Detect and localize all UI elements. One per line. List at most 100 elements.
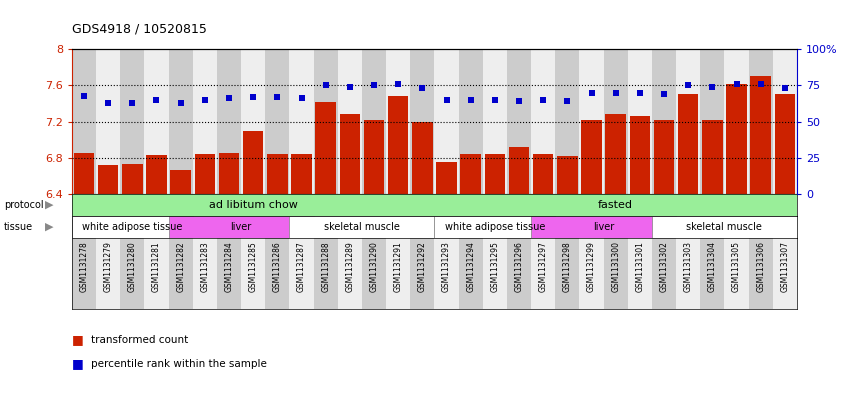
Text: GSM1131307: GSM1131307: [780, 241, 789, 292]
Point: [77, 92, 91, 99]
Point: [754, 81, 767, 87]
Bar: [217, 49, 241, 194]
Bar: [195, 154, 215, 194]
Bar: [628, 238, 652, 309]
Bar: [652, 49, 676, 194]
Bar: [676, 238, 700, 309]
Text: ■: ■: [72, 357, 84, 370]
Text: GSM1131297: GSM1131297: [539, 241, 547, 292]
Text: GSM1131299: GSM1131299: [587, 241, 596, 292]
Bar: [96, 49, 120, 194]
Bar: [122, 164, 143, 194]
Bar: [241, 49, 266, 194]
Point: [681, 82, 695, 88]
Bar: [483, 49, 507, 194]
Bar: [459, 49, 483, 194]
Text: white adipose tissue: white adipose tissue: [445, 222, 545, 232]
Bar: [145, 49, 168, 194]
Bar: [98, 165, 118, 194]
Text: GSM1131290: GSM1131290: [370, 241, 378, 292]
Bar: [146, 155, 167, 194]
Text: GSM1131293: GSM1131293: [442, 241, 451, 292]
Text: GSM1131285: GSM1131285: [249, 241, 258, 292]
Bar: [629, 116, 650, 194]
Point: [440, 97, 453, 103]
Bar: [678, 94, 699, 194]
Text: GSM1131294: GSM1131294: [466, 241, 475, 292]
Bar: [652, 238, 676, 309]
Text: GSM1131282: GSM1131282: [176, 241, 185, 292]
Bar: [459, 238, 483, 309]
Bar: [533, 154, 553, 194]
Text: GSM1131280: GSM1131280: [128, 241, 137, 292]
Text: GDS4918 / 10520815: GDS4918 / 10520815: [72, 22, 206, 35]
Text: GSM1131291: GSM1131291: [393, 241, 403, 292]
Bar: [724, 238, 749, 309]
Bar: [74, 153, 94, 194]
Bar: [219, 153, 239, 194]
Bar: [314, 238, 338, 309]
Bar: [338, 238, 362, 309]
Text: skeletal muscle: skeletal muscle: [686, 222, 762, 232]
Text: skeletal muscle: skeletal muscle: [324, 222, 400, 232]
Text: GSM1131304: GSM1131304: [708, 241, 717, 292]
Bar: [507, 49, 531, 194]
Bar: [531, 238, 555, 309]
Point: [125, 100, 139, 106]
Text: tissue: tissue: [4, 222, 33, 232]
Bar: [266, 49, 289, 194]
Text: GSM1131298: GSM1131298: [563, 241, 572, 292]
Bar: [435, 49, 459, 194]
Point: [174, 100, 188, 106]
Point: [367, 82, 381, 88]
Text: GSM1131292: GSM1131292: [418, 241, 427, 292]
Bar: [168, 238, 193, 309]
Bar: [483, 238, 507, 309]
Bar: [676, 49, 700, 194]
Text: GSM1131286: GSM1131286: [272, 241, 282, 292]
Text: ▶: ▶: [45, 222, 53, 232]
Point: [222, 95, 236, 102]
Text: GSM1131306: GSM1131306: [756, 241, 765, 292]
Bar: [386, 49, 410, 194]
Bar: [410, 49, 434, 194]
Point: [102, 100, 115, 106]
Bar: [749, 238, 772, 309]
Text: GSM1131296: GSM1131296: [514, 241, 524, 292]
Bar: [362, 238, 386, 309]
Bar: [362, 49, 386, 194]
FancyBboxPatch shape: [531, 216, 676, 238]
Text: GSM1131289: GSM1131289: [345, 241, 354, 292]
Bar: [410, 238, 434, 309]
FancyBboxPatch shape: [435, 194, 797, 216]
Text: GSM1131284: GSM1131284: [224, 241, 233, 292]
Point: [271, 94, 284, 100]
FancyBboxPatch shape: [289, 216, 435, 238]
Point: [464, 97, 477, 103]
Point: [512, 98, 525, 105]
Bar: [700, 49, 724, 194]
Bar: [435, 238, 459, 309]
Point: [609, 90, 623, 96]
Text: fasted: fasted: [598, 200, 633, 210]
Bar: [145, 238, 168, 309]
Bar: [72, 238, 96, 309]
Bar: [120, 238, 145, 309]
Text: GSM1131279: GSM1131279: [104, 241, 113, 292]
Bar: [388, 96, 409, 194]
Bar: [772, 238, 797, 309]
Bar: [96, 238, 120, 309]
Point: [294, 95, 308, 102]
Bar: [724, 49, 749, 194]
Bar: [193, 49, 217, 194]
Bar: [700, 238, 724, 309]
Text: ▶: ▶: [45, 200, 53, 210]
FancyBboxPatch shape: [652, 216, 797, 238]
Bar: [267, 154, 288, 194]
Text: transformed count: transformed count: [91, 335, 188, 345]
FancyBboxPatch shape: [435, 216, 555, 238]
Text: GSM1131303: GSM1131303: [684, 241, 693, 292]
Point: [585, 90, 598, 96]
Bar: [702, 120, 722, 194]
Bar: [120, 49, 145, 194]
